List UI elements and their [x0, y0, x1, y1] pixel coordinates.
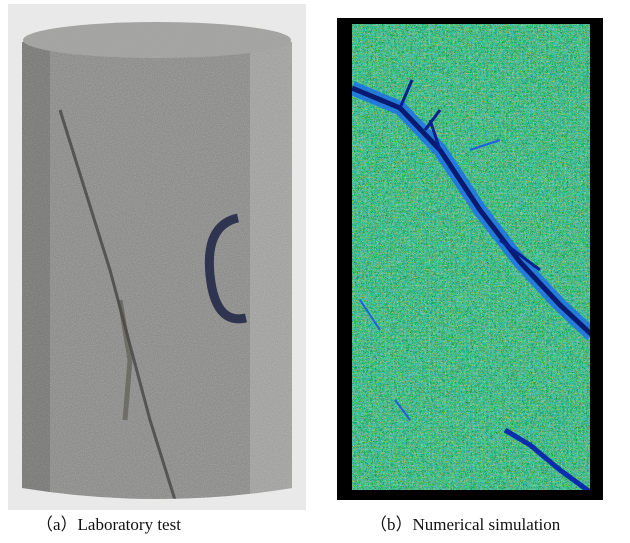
field-noise — [352, 24, 590, 490]
shadow — [20, 15, 50, 515]
top-texture — [23, 22, 291, 58]
simulation-image — [337, 18, 603, 500]
specimen-photo — [8, 4, 306, 515]
highlight — [250, 15, 295, 515]
figure: （a）Laboratory test （b）Numerical simulati… — [0, 0, 630, 543]
caption: （a）Laboratory test — [36, 515, 181, 534]
caption: （b）Numerical simulation — [370, 515, 561, 534]
